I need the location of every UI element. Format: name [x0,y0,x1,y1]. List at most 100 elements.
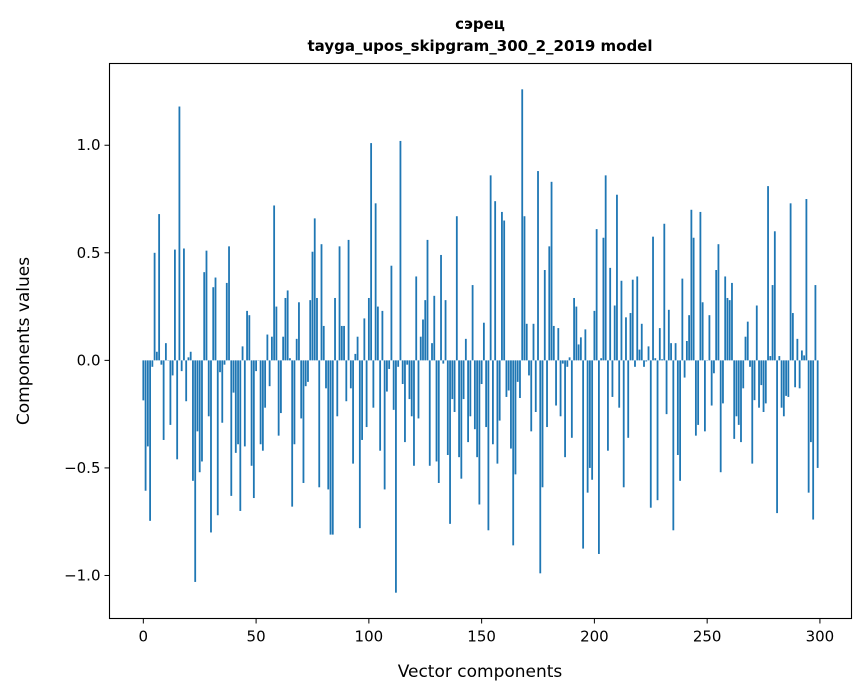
bar-component-128 [431,343,433,360]
bar-component-97 [361,360,363,440]
bar-component-295 [808,360,810,492]
bar-component-29 [208,360,210,416]
bar-component-200 [593,311,595,360]
bar-component-272 [756,306,758,361]
bar-component-83 [330,360,332,534]
bar-component-165 [515,360,517,474]
bar-component-279 [772,285,774,360]
bar-component-15 [176,360,178,459]
bar-component-16 [179,107,181,361]
bar-component-299 [817,360,819,468]
bar-component-190 [571,360,573,437]
bar-component-8 [160,360,162,364]
bar-component-287 [790,203,792,360]
bar-component-38 [228,246,230,360]
bar-component-20 [188,357,190,360]
bar-component-231 [663,224,665,361]
bar-component-154 [490,175,492,360]
bar-component-152 [485,360,487,427]
bar-component-108 [386,360,388,391]
bar-component-127 [429,360,431,465]
bar-component-188 [566,360,568,366]
y-axis-label: Components values [14,257,34,425]
bar-component-133 [442,360,444,363]
bar-component-59 [275,307,277,361]
bar-component-82 [327,360,329,489]
bar-component-23 [194,360,196,582]
bar-component-256 [720,360,722,472]
bar-component-179 [546,360,548,427]
bar-component-196 [584,329,586,360]
bar-component-288 [792,313,794,360]
bar-component-52 [260,360,262,444]
plot-frame [110,64,852,619]
bar-component-115 [402,360,404,384]
bar-component-294 [805,199,807,360]
bar-component-219 [636,276,638,360]
bar-component-12 [169,360,171,425]
bar-component-205 [605,175,607,360]
bar-component-104 [377,307,379,361]
bar-component-255 [718,244,720,360]
bar-component-113 [397,360,399,366]
bar-component-177 [542,360,544,487]
chart-title: сэрец [455,15,505,33]
bar-component-79 [321,244,323,360]
bar-component-39 [230,360,232,496]
bar-component-73 [307,360,309,382]
bar-component-157 [497,360,499,463]
bar-component-164 [512,360,514,545]
bar-component-178 [544,270,546,360]
bar-component-32 [215,278,217,361]
bar-component-257 [722,360,724,403]
bar-component-158 [499,360,501,420]
bar-component-258 [724,276,726,360]
bar-component-201 [596,229,598,360]
bar-component-227 [654,358,656,360]
bar-component-269 [749,360,751,366]
bar-component-21 [190,352,192,361]
bar-component-89 [343,326,345,360]
bar-component-60 [278,360,280,435]
bar-component-267 [745,337,747,361]
bar-component-42 [237,360,239,444]
bar-component-121 [415,276,417,360]
bar-component-98 [363,318,365,360]
bar-component-259 [727,298,729,360]
bar-component-189 [569,357,571,360]
bar-component-7 [158,214,160,360]
bar-component-214 [625,317,627,360]
bar-component-117 [406,360,408,364]
bar-component-2 [147,360,149,446]
bar-component-33 [217,360,219,515]
bar-component-203 [600,358,602,360]
y-axis: −1.0−0.50.00.51.0 [64,136,109,584]
bar-component-232 [666,360,668,414]
bar-component-243 [690,210,692,361]
x-tick-label: 250 [693,628,722,646]
bar-component-40 [233,360,235,392]
bar-component-28 [206,251,208,361]
bar-component-147 [474,360,476,429]
bar-component-221 [641,324,643,361]
bar-component-160 [503,221,505,361]
bar-component-208 [612,360,614,397]
bar-component-24 [197,360,199,431]
bar-component-103 [375,203,377,360]
bar-component-274 [760,360,762,385]
bar-component-36 [224,360,226,364]
bar-component-281 [776,360,778,513]
bar-component-166 [517,360,519,382]
bar-component-280 [774,231,776,360]
bar-component-252 [711,360,713,405]
bar-component-76 [314,218,316,360]
bar-component-31 [212,287,214,360]
x-tick-label: 50 [247,628,266,646]
bar-component-289 [794,360,796,387]
bar-component-142 [463,360,465,399]
bar-component-234 [670,343,672,360]
bar-component-34 [219,360,221,372]
bar-component-135 [447,360,449,455]
bar-component-37 [226,283,228,360]
